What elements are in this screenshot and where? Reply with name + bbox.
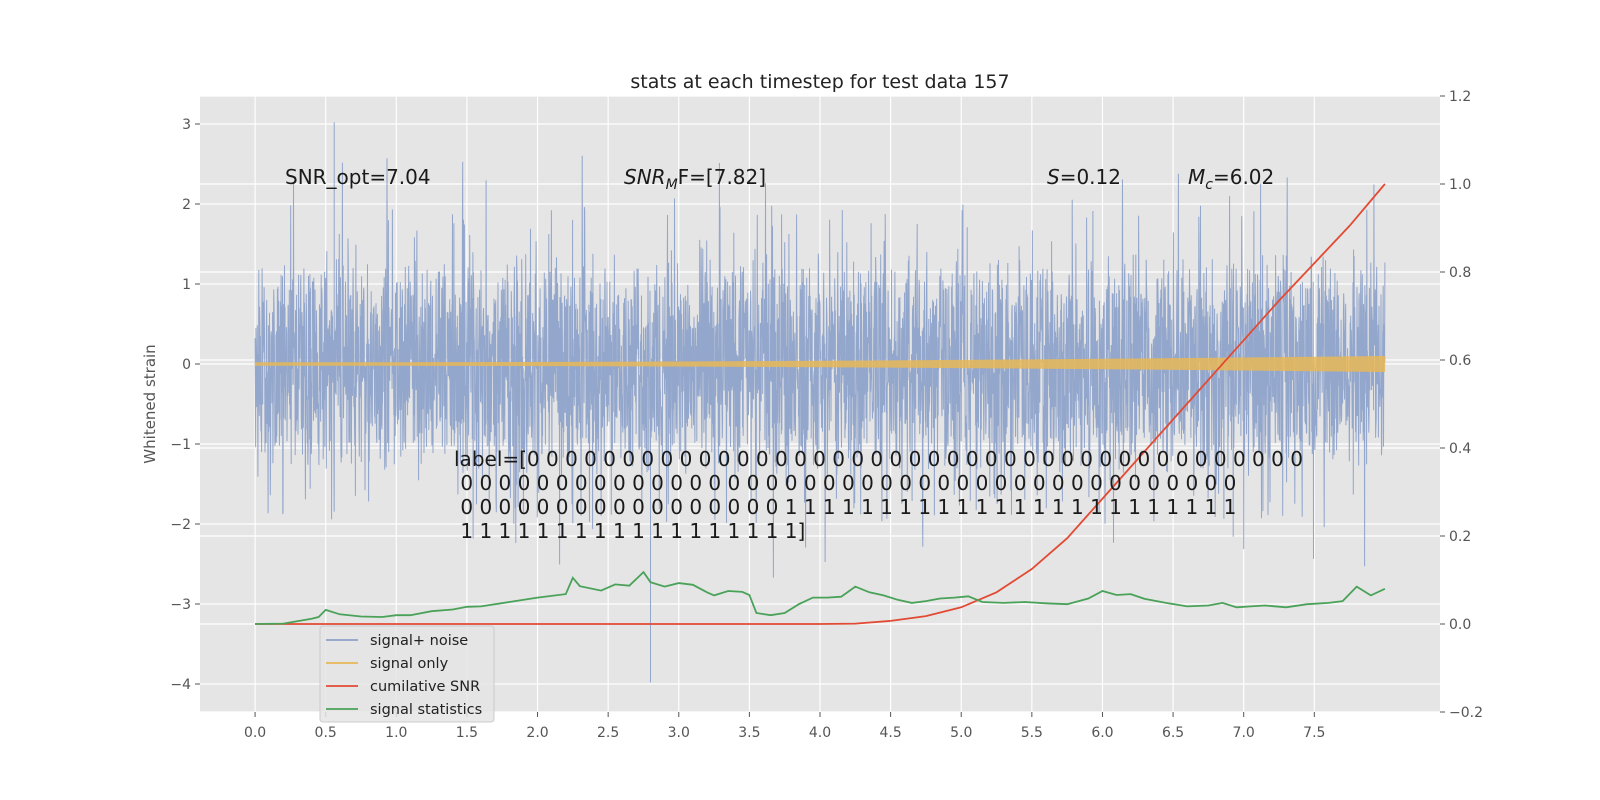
signal-only-series: [254, 355, 1386, 373]
right-y-axis-ticks: −0.2 0.0 0.2 0.4 0.6 0.8 1.0 1.2: [1440, 89, 1483, 721]
x-tick-label: 4.0: [809, 725, 831, 741]
legend-label-snr: cumilative SNR: [370, 679, 480, 695]
y2-tick-label: 0.6: [1449, 353, 1471, 369]
y-tick-label: −3: [170, 597, 191, 613]
x-axis-ticks: 0.0 0.5 1.0 1.5 2.0 2.5 3.0 3.5 4.0 4.5 5.0 5.5 6.0 6…: [244, 712, 1325, 741]
x-tick-label: 3.5: [738, 725, 760, 741]
x-tick-label: 7.0: [1233, 725, 1255, 741]
y-tick-label: 3: [182, 117, 191, 133]
mc-value: =6.02: [1213, 165, 1274, 189]
y-tick-label: 2: [182, 197, 191, 213]
snr-mf-var: SNR: [624, 165, 666, 189]
mc-var: M: [1188, 165, 1205, 189]
x-tick-label: 6.5: [1162, 725, 1184, 741]
y-axis-label: Whitened strain: [141, 344, 159, 463]
x-tick-label: 3.0: [668, 725, 690, 741]
y2-tick-label: 1.0: [1449, 177, 1471, 193]
legend-label-signal: signal only: [370, 656, 449, 672]
s-var: S: [1047, 165, 1060, 189]
x-tick-label: 4.5: [879, 725, 901, 741]
y-tick-label: −1: [170, 437, 191, 453]
label-line: 0 0 0 0 0 0 0 0 0 0 0 0 0 0 0 0 0 0 0 0 …: [454, 471, 1236, 495]
y2-tick-label: 1.2: [1449, 89, 1471, 105]
x-tick-label: 1.0: [385, 725, 407, 741]
snr-mf-value: F=[7.82]: [678, 165, 766, 189]
legend: signal+ noise signal only cumilative SNR…: [319, 625, 495, 723]
x-tick-label: 5.5: [1021, 725, 1043, 741]
y2-tick-label: 0.4: [1449, 441, 1471, 457]
y-tick-label: 0: [182, 357, 191, 373]
x-tick-label: 2.0: [526, 725, 548, 741]
x-tick-label: 0.0: [244, 725, 266, 741]
s-value: =0.12: [1060, 165, 1121, 189]
snr-mf-subscript: M: [666, 177, 678, 193]
y-tick-label: 1: [182, 277, 191, 293]
label-line: 1 1 1 1 1 1 1 1 1 1 1 1 1 1 1 1 1 1]: [454, 519, 805, 543]
mc-annotation: Mc=6.02: [1188, 165, 1274, 193]
legend-box: [319, 625, 495, 723]
x-tick-label: 2.5: [597, 725, 619, 741]
mc-subscript: c: [1205, 177, 1213, 193]
y2-tick-label: −0.2: [1449, 705, 1483, 721]
x-tick-label: 1.5: [456, 725, 478, 741]
label-line: label=[0 0 0 0 0 0 0 0 0 0 0 0 0 0 0 0 0…: [454, 447, 1303, 471]
legend-label-noise: signal+ noise: [370, 633, 468, 649]
label-annotation: label=[0 0 0 0 0 0 0 0 0 0 0 0 0 0 0 0 0…: [454, 447, 1335, 543]
chart-title: stats at each timestep for test data 157: [630, 71, 1009, 93]
snr-mf-annotation: SNRMF=[7.82]: [624, 165, 766, 193]
label-line: 0 0 0 0 0 0 0 0 0 0 0 0 0 0 0 0 0 1 1 1 …: [454, 495, 1236, 519]
x-tick-label: 0.5: [315, 725, 337, 741]
signal-noise-series: [254, 122, 1386, 683]
snr-opt-annotation: SNR_opt=7.04: [285, 165, 431, 189]
y2-tick-label: 0.2: [1449, 529, 1471, 545]
s-annotation: S=0.12: [1047, 165, 1121, 189]
cumulative-snr-series: [255, 183, 1386, 625]
y2-tick-label: 0.8: [1449, 265, 1471, 281]
y-tick-label: −2: [170, 517, 191, 533]
y2-tick-label: 0.0: [1449, 617, 1471, 633]
x-tick-label: 7.5: [1303, 725, 1325, 741]
cumulative-snr-line: [255, 183, 1386, 625]
y-axis-ticks: −4 −3 −2 −1 0 1 2 3: [170, 117, 200, 693]
signal-statistics-series: [255, 570, 1386, 625]
signal-statistics-line: [255, 570, 1386, 625]
x-tick-label: 6.0: [1091, 725, 1113, 741]
x-tick-label: 5.0: [950, 725, 972, 741]
legend-label-stats: signal statistics: [370, 702, 482, 718]
y-tick-label: −4: [170, 677, 191, 693]
signal-noise-line: [254, 122, 1386, 683]
signal-only-line: [254, 355, 1386, 373]
